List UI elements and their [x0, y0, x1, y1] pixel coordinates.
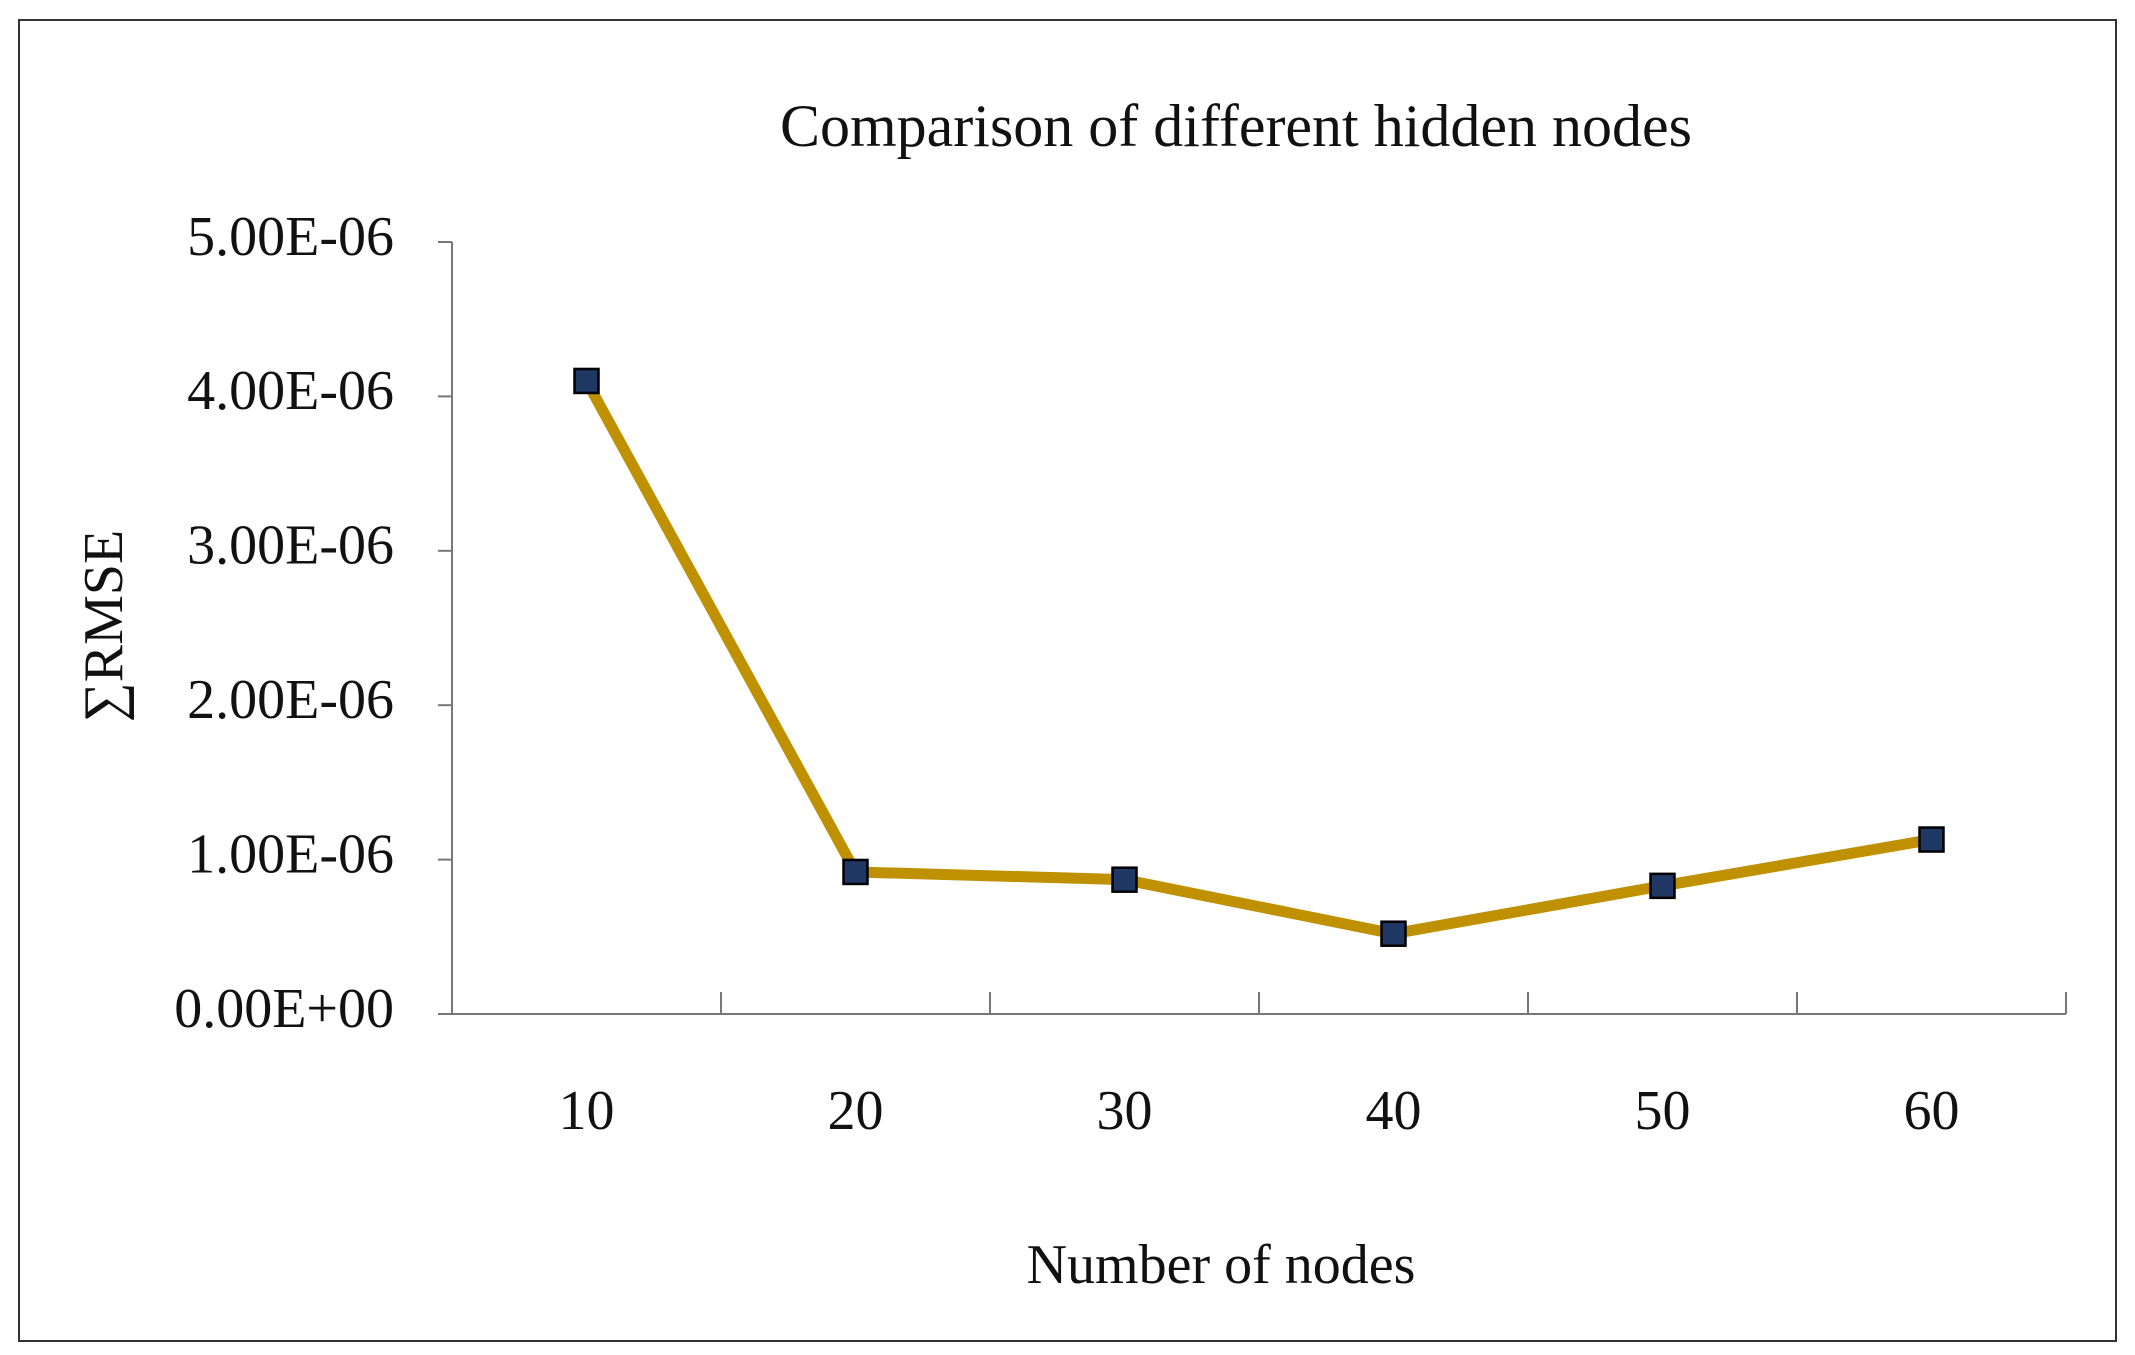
y-axis-title: ∑RMSE [73, 530, 135, 722]
x-tick-label: 10 [559, 1080, 615, 1142]
x-tick-label: 40 [1366, 1080, 1422, 1142]
data-point [1918, 826, 1945, 853]
y-tick-label: 2.00E-06 [187, 669, 394, 731]
data-point [1649, 872, 1676, 900]
y-tick-label: 5.00E-06 [187, 206, 394, 268]
data-point [1111, 866, 1138, 893]
data-point [573, 367, 600, 395]
data-point [842, 858, 869, 886]
series-line [581, 378, 1933, 940]
x-tick-label: 50 [1635, 1080, 1691, 1142]
y-tick-label: 1.00E-06 [187, 823, 394, 885]
x-tick-label: 60 [1904, 1080, 1960, 1142]
data-point [1380, 920, 1407, 947]
chart-title: Comparison of different hidden nodes [780, 93, 1692, 159]
y-tick-label: 3.00E-06 [187, 515, 394, 577]
y-tick-label: 4.00E-06 [187, 360, 394, 422]
y-tick-label: 0.00E+00 [174, 978, 394, 1040]
chart-frame [18, 19, 2117, 1342]
x-tick-label: 30 [1097, 1080, 1153, 1142]
x-tick-label: 20 [828, 1080, 884, 1142]
x-axis-title: Number of nodes [1027, 1234, 1416, 1296]
